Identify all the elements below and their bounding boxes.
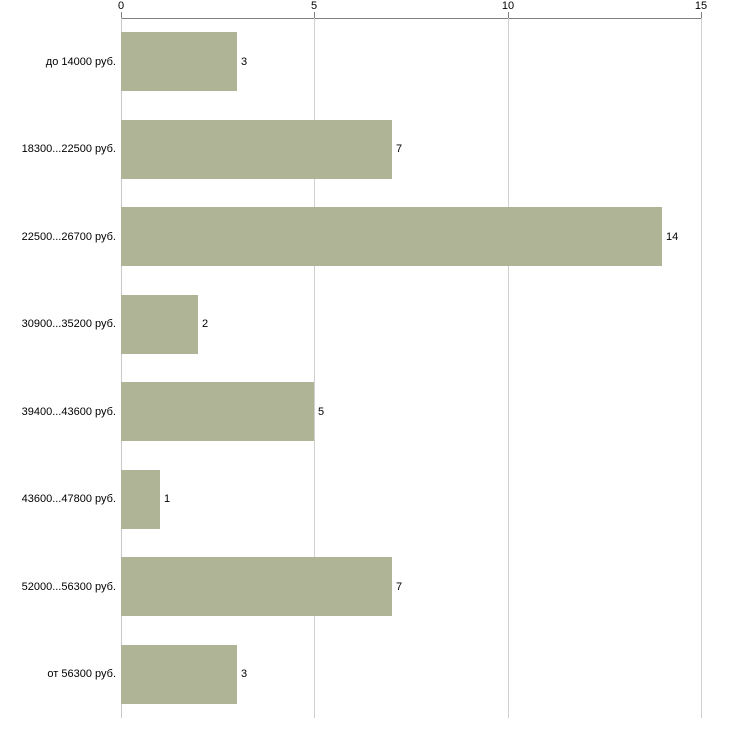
bar: [121, 295, 198, 354]
bar-value-label: 7: [396, 143, 403, 155]
category-label: от 56300 руб.: [47, 668, 116, 680]
bar-value-label: 3: [241, 668, 248, 680]
bar: [121, 207, 662, 266]
category-label: 22500...26700 руб.: [21, 231, 116, 243]
x-tick-mark: [508, 12, 509, 18]
bar: [121, 645, 237, 704]
bar: [121, 32, 237, 91]
x-tick-label: 5: [310, 0, 318, 12]
bar: [121, 557, 392, 616]
x-axis-line: [121, 18, 701, 19]
gridline: [508, 18, 509, 718]
x-tick-label: 10: [501, 0, 515, 12]
x-tick-label: 0: [117, 0, 125, 12]
bar-value-label: 2: [202, 318, 209, 330]
gridline: [314, 18, 315, 718]
bar-value-label: 7: [396, 581, 403, 593]
category-label: 39400...43600 руб.: [21, 406, 116, 418]
x-tick-mark: [314, 12, 315, 18]
gridline: [121, 18, 122, 718]
category-label: 30900...35200 руб.: [21, 318, 116, 330]
category-label: до 14000 руб.: [45, 56, 116, 68]
x-tick-mark: [701, 12, 702, 18]
bar-value-label: 5: [318, 406, 325, 418]
x-tick-mark: [121, 12, 122, 18]
gridline: [701, 18, 702, 718]
bar: [121, 120, 392, 179]
bar-value-label: 14: [666, 231, 679, 243]
bar-value-label: 3: [241, 56, 248, 68]
category-label: 18300...22500 руб.: [21, 143, 116, 155]
x-tick-label: 15: [694, 0, 708, 12]
category-label: 43600...47800 руб.: [21, 493, 116, 505]
bar-value-label: 1: [164, 493, 171, 505]
bar: [121, 382, 314, 441]
category-label: 52000...56300 руб.: [21, 581, 116, 593]
bar: [121, 470, 160, 529]
